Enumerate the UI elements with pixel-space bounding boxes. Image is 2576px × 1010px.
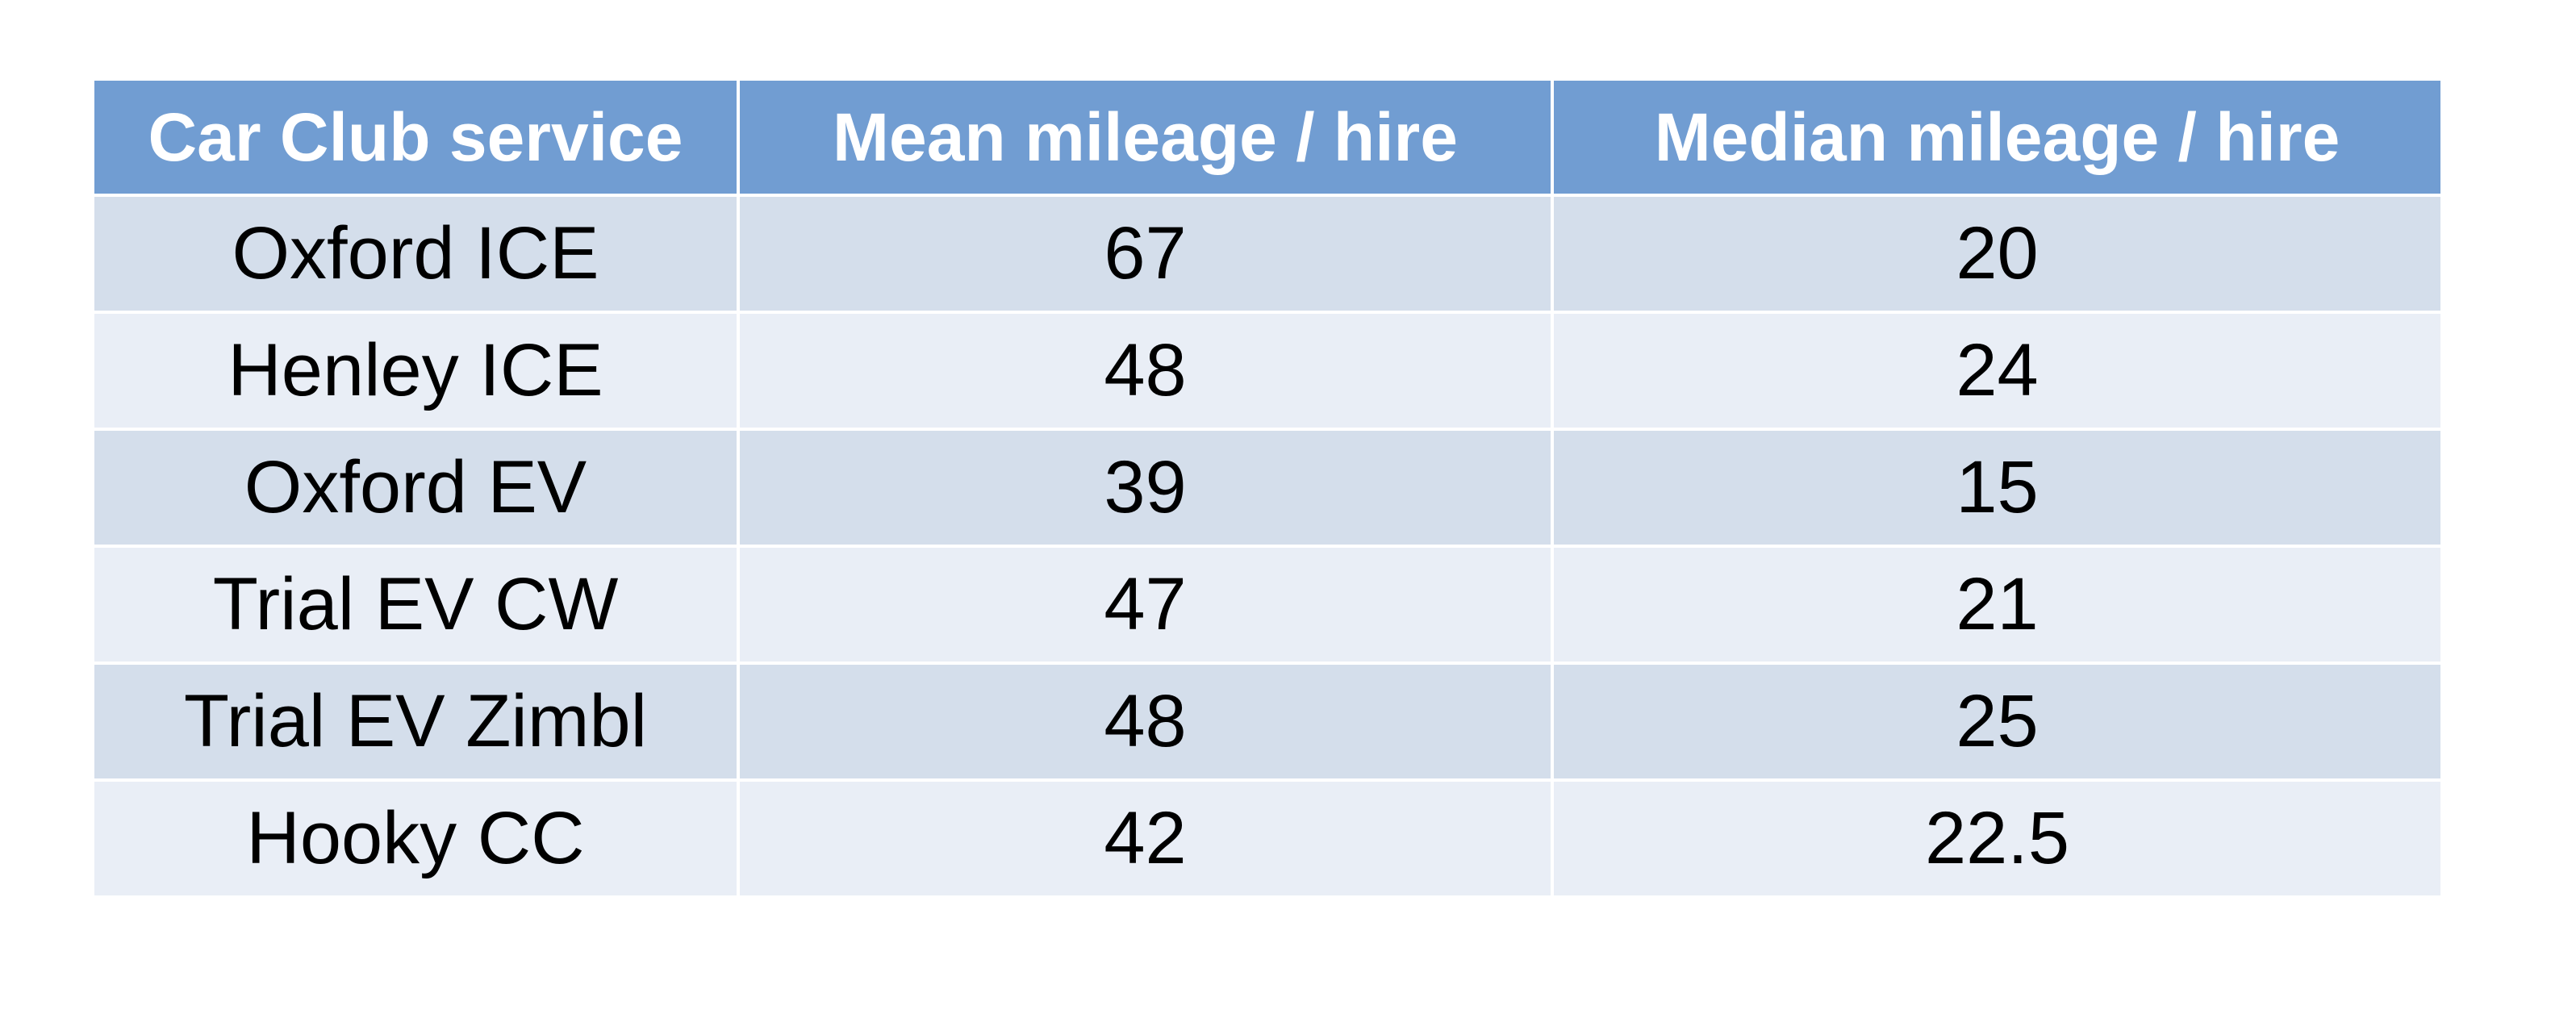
service-cell: Henley ICE	[91, 311, 740, 431]
table-row: Trial EV Zimbl 48 25	[91, 662, 2444, 782]
table-row: Trial EV CW 47 21	[91, 545, 2444, 665]
value-cell: 42	[737, 778, 1554, 899]
value-cell: 47	[737, 545, 1554, 665]
value-cell: 39	[737, 428, 1554, 548]
value-cell: 20	[1551, 194, 2444, 314]
table-row: Hooky CC 42 22.5	[91, 778, 2444, 899]
value-cell: 25	[1551, 662, 2444, 782]
table-row: Oxford EV 39 15	[91, 428, 2444, 548]
service-cell: Oxford ICE	[91, 194, 740, 314]
value-cell: 21	[1551, 545, 2444, 665]
header-cell: Car Club service	[91, 77, 740, 197]
value-cell: 67	[737, 194, 1554, 314]
service-cell: Oxford EV	[91, 428, 740, 548]
value-cell: 24	[1551, 311, 2444, 431]
header-cell: Median mileage / hire	[1551, 77, 2444, 197]
service-cell: Hooky CC	[91, 778, 740, 899]
service-cell: Trial EV CW	[91, 545, 740, 665]
value-cell: 15	[1551, 428, 2444, 548]
value-cell: 48	[737, 311, 1554, 431]
header-row: Car Club service Mean mileage / hire Media…	[91, 77, 2444, 197]
service-cell: Trial EV Zimbl	[91, 662, 740, 782]
value-cell: 22.5	[1551, 778, 2444, 899]
table-row: Oxford ICE 67 20	[91, 194, 2444, 314]
data-table: Car Club service Mean mileage / hire Media…	[91, 77, 2444, 899]
header-cell: Mean mileage / hire	[737, 77, 1554, 197]
value-cell: 48	[737, 662, 1554, 782]
table-row: Henley ICE 48 24	[91, 311, 2444, 431]
